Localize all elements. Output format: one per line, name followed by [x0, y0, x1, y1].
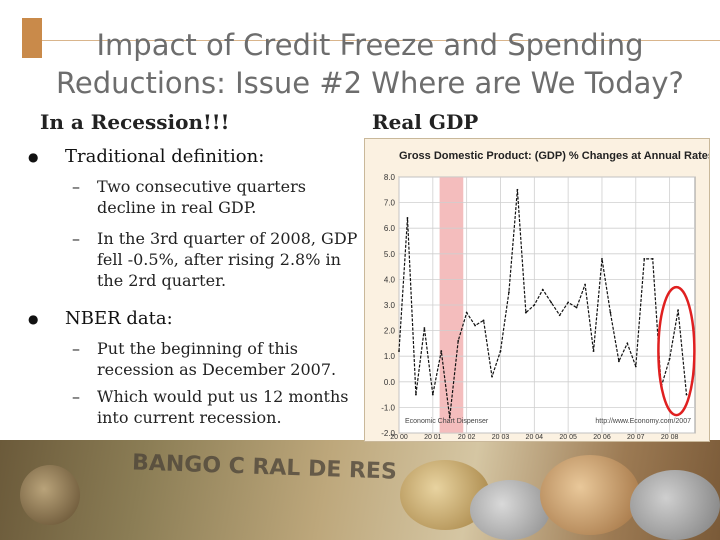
data-point — [533, 304, 536, 306]
title-rule — [42, 40, 720, 41]
coin-image — [540, 455, 640, 535]
y-tick-label: 0.0 — [384, 378, 396, 387]
sub-bullet: – Two consecutive quarters decline in re… — [72, 176, 362, 218]
sub-bullet: – Put the beginning of this recession as… — [72, 338, 362, 380]
data-point — [457, 339, 460, 342]
data-point — [516, 188, 519, 191]
source-right-text: http://www.Economy.com/2007 — [595, 418, 691, 425]
y-tick-label: 2.0 — [384, 327, 396, 336]
data-point — [482, 319, 485, 322]
x-tick-label: 20 03 — [492, 434, 510, 441]
data-point — [398, 350, 400, 352]
data-point — [423, 327, 426, 329]
slide-title: Impact of Credit Freeze and Spending Red… — [40, 26, 700, 102]
data-point — [448, 416, 451, 419]
data-point — [634, 365, 637, 368]
data-point — [415, 393, 417, 396]
source-left-text: Economic Chart Dispenser — [405, 418, 489, 425]
y-tick-label: 3.0 — [384, 301, 396, 310]
x-tick-label: 20 04 — [526, 434, 544, 441]
x-tick-label: 20 06 — [593, 434, 611, 441]
data-point — [651, 258, 654, 260]
left-heading: In a Recession!!! — [40, 110, 230, 134]
data-point — [584, 283, 586, 286]
gdp-chart-svg: Gross Domestic Product: (GDP) % Changes … — [381, 150, 709, 441]
data-point — [685, 393, 688, 396]
data-point — [617, 360, 620, 363]
data-point — [567, 301, 570, 304]
data-point — [524, 311, 527, 314]
coin-image — [20, 465, 80, 525]
bullet-text: Traditional definition: — [65, 146, 265, 167]
sub-bullet: – In the 3rd quarter of 2008, GDP fell -… — [72, 228, 362, 291]
x-tick-label: 20 02 — [458, 434, 476, 441]
sub-bullet: – Which would put us 12 months into curr… — [72, 386, 362, 428]
data-point — [643, 258, 646, 260]
accent-bar — [22, 18, 42, 58]
y-tick-label: 6.0 — [384, 224, 396, 233]
chart-title: Gross Domestic Product: (GDP) % Changes … — [399, 150, 709, 162]
data-point — [558, 314, 561, 317]
data-point — [508, 291, 510, 294]
y-tick-label: 5.0 — [384, 250, 396, 259]
data-point — [668, 357, 671, 360]
sub-bullet-text: Put the beginning of this recession as D… — [97, 339, 337, 379]
x-tick-label: 20 00 — [390, 434, 408, 441]
coin-image — [470, 480, 550, 540]
x-tick-label: 20 05 — [559, 434, 577, 441]
sub-bullet-text: Which would put us 12 months into curren… — [97, 387, 349, 427]
coin-image — [630, 470, 720, 540]
bullet-dot: ● — [28, 150, 39, 164]
data-point — [406, 217, 409, 219]
x-tick-label: 20 08 — [661, 434, 679, 441]
data-point — [626, 342, 629, 345]
bullet-dot: ● — [28, 312, 39, 326]
data-point — [474, 324, 477, 327]
highlight-ellipse — [657, 285, 696, 417]
data-point — [499, 350, 502, 352]
data-point — [677, 309, 679, 312]
data-point — [491, 375, 493, 378]
y-tick-label: 7.0 — [384, 199, 396, 208]
y-tick-label: 8.0 — [384, 173, 396, 182]
x-tick-label: 20 01 — [424, 434, 442, 441]
sub-bullet-text: In the 3rd quarter of 2008, GDP fell -0.… — [97, 229, 358, 290]
data-point — [609, 311, 612, 314]
x-tick-label: 20 07 — [627, 434, 645, 441]
gdp-chart: Gross Domestic Product: (GDP) % Changes … — [364, 138, 710, 442]
y-tick-label: -1.0 — [381, 403, 395, 412]
y-tick-label: -2.0 — [381, 429, 395, 438]
data-point — [431, 393, 434, 396]
sub-bullet-text: Two consecutive quarters decline in real… — [97, 177, 306, 217]
money-background-image — [0, 440, 720, 540]
data-point — [541, 288, 544, 291]
data-point — [575, 306, 578, 309]
data-point — [592, 350, 595, 352]
data-point — [465, 311, 468, 314]
slide-title-line1: Impact of Credit Freeze and Spending — [96, 28, 644, 62]
slide-title-line2: Reductions: Issue #2 Where are We Today? — [56, 66, 684, 100]
data-point — [601, 258, 603, 260]
data-point — [550, 301, 553, 304]
right-heading: Real GDP — [372, 110, 479, 134]
bullet-text: NBER data: — [65, 308, 173, 329]
data-point — [440, 350, 443, 352]
y-tick-label: 1.0 — [384, 352, 396, 361]
y-tick-label: 4.0 — [384, 275, 396, 284]
